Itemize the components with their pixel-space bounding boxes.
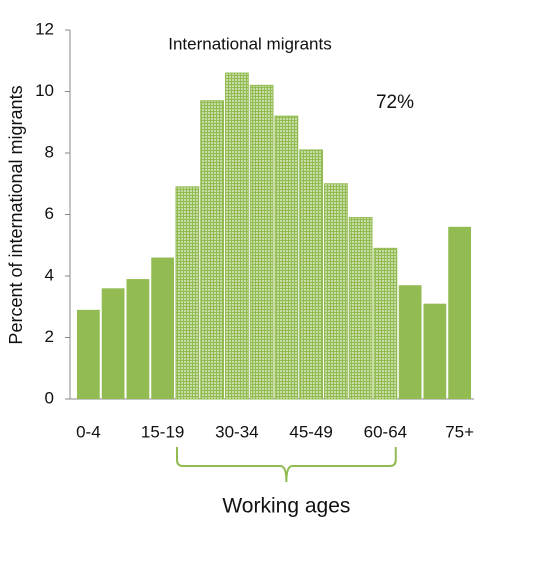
bar	[274, 115, 299, 400]
bracket	[176, 447, 397, 483]
bar	[398, 285, 422, 399]
x-tick-label: 45-49	[289, 422, 332, 441]
bar	[249, 84, 274, 400]
y-tick-label: 12	[35, 19, 54, 38]
bar	[299, 149, 324, 400]
y-tick-label: 10	[35, 81, 54, 100]
y-tick-label: 6	[45, 204, 54, 223]
bar	[323, 183, 348, 400]
x-tick-label: 30-34	[215, 422, 258, 441]
y-tick-label: 4	[45, 265, 54, 284]
y-axis-label: Percent of international migrants	[6, 85, 26, 344]
bar	[200, 100, 225, 400]
bar	[175, 186, 200, 400]
chart-title: International migrants	[168, 34, 331, 53]
bar	[76, 309, 100, 399]
bar	[423, 303, 447, 399]
bar	[448, 226, 472, 399]
bar	[126, 279, 150, 399]
bar	[348, 217, 373, 400]
annotation: 72%	[376, 92, 414, 113]
y-tick-label: 0	[45, 388, 54, 407]
x-tick-label: 60-64	[364, 422, 407, 441]
x-tick-label: 0-4	[76, 422, 101, 441]
x-tick-label: 75+	[445, 422, 474, 441]
bar	[373, 247, 398, 400]
highlight-label: Working ages	[222, 495, 350, 518]
bar	[224, 72, 249, 400]
y-tick-label: 2	[45, 327, 54, 346]
bar	[151, 257, 175, 399]
x-tick-label: 15-19	[141, 422, 184, 441]
bar	[101, 288, 125, 399]
y-tick-label: 8	[45, 142, 54, 161]
